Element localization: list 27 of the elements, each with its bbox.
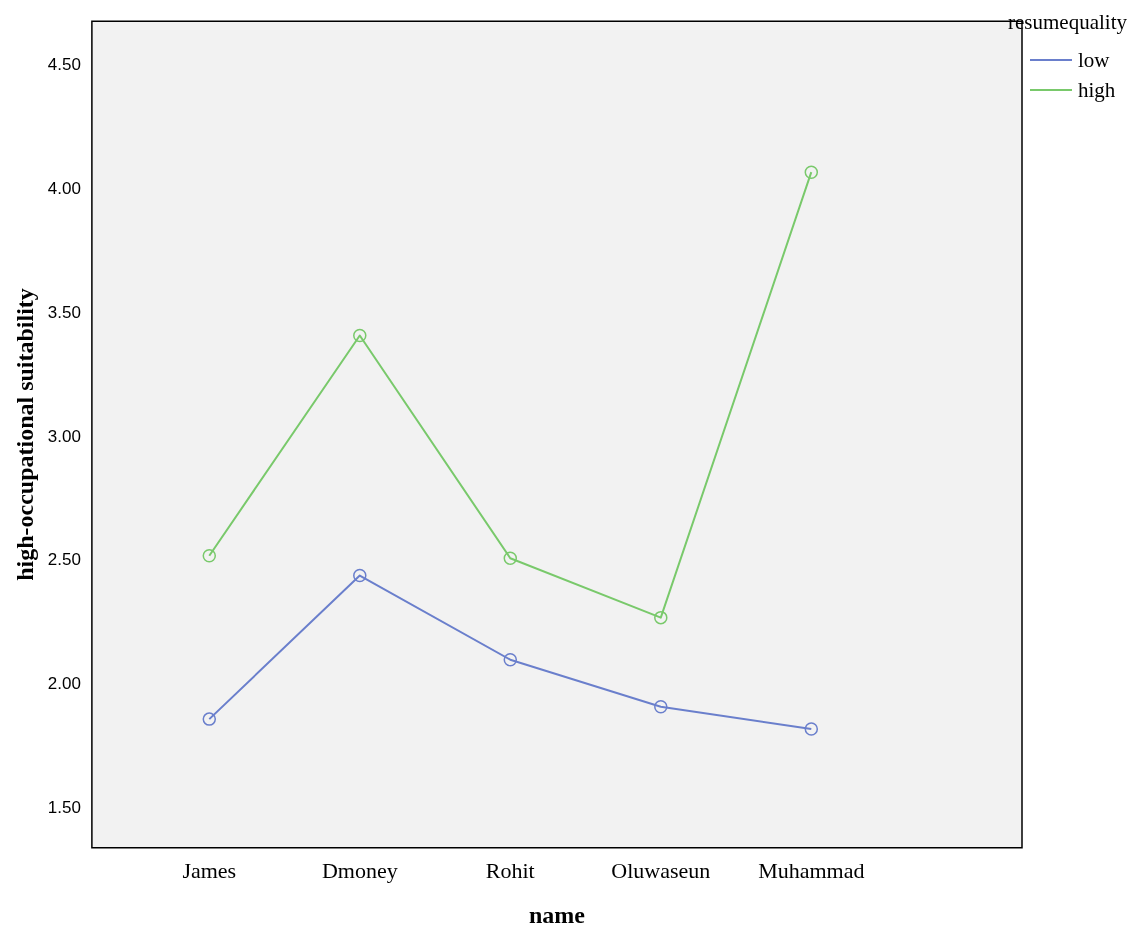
point [503,652,518,667]
x-tick-label: Muhammad [758,857,865,883]
y-tick-label: 4.00 [47,179,81,199]
y-tick-label: 3.50 [47,302,81,322]
legend-label: low [1078,47,1110,73]
point [353,568,367,583]
point [202,549,217,563]
y-tick-label: 1.50 [47,797,81,817]
x-tick-label: Oluwaseun [611,857,711,883]
point [804,722,819,736]
point [804,165,819,179]
x-tick-label: James [182,857,237,883]
x-tick-label: Rohit [485,857,535,883]
point [654,610,668,625]
point [503,551,518,565]
point [353,328,367,343]
point [202,712,217,726]
legend-title: resumequality [1008,10,1127,35]
y-tick-label: 4.50 [47,55,81,75]
x-axis-title: name [528,901,586,928]
legend-label: high [1078,77,1116,103]
x-tick-label: Dmoney [321,857,398,883]
y-tick-label: 2.00 [47,674,81,694]
y-tick-label: 2.50 [47,550,81,570]
y-tick-label: 3.00 [47,426,81,446]
y-axis-title: high-occupational suitability [11,288,38,581]
point [654,699,668,714]
